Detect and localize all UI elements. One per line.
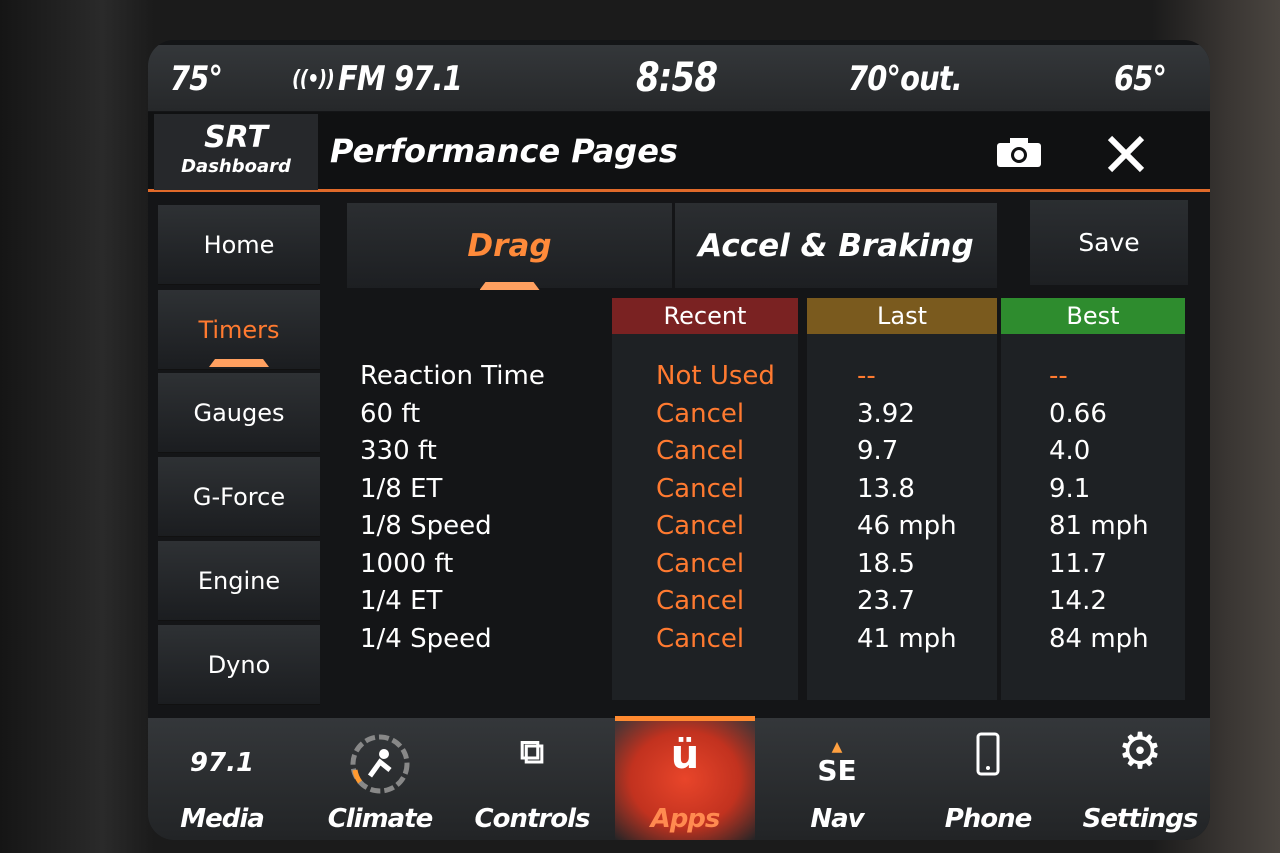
app-header: SRT Dashboard Performance Pages [148, 112, 1210, 192]
controls-icon: ⧉ [519, 732, 545, 772]
row-last: 3.92 [857, 398, 915, 429]
recent-header: Recent [612, 298, 798, 334]
row-label: 1/4 Speed [360, 623, 492, 654]
apps-icon: ü [670, 732, 700, 778]
row-last: 13.8 [857, 473, 915, 504]
media-station: 97.1 [189, 748, 255, 778]
row-recent: Cancel [656, 548, 745, 579]
active-indicator [615, 716, 755, 721]
sidebar-item-home[interactable]: Home [158, 205, 320, 285]
nav-label: Nav [810, 804, 864, 834]
row-last: 18.5 [857, 548, 915, 579]
nav-label: Settings [1082, 804, 1199, 834]
srt-dashboard-logo: SRT Dashboard [154, 114, 318, 190]
row-recent: Cancel [656, 623, 745, 654]
nav-settings[interactable]: ⚙ Settings [1070, 718, 1210, 840]
gear-icon: ⚙ [1117, 722, 1163, 780]
sidebar-item-dyno[interactable]: Dyno [158, 625, 320, 705]
active-indicator [209, 359, 269, 367]
compass-heading: SE [817, 754, 857, 787]
row-label: 60 ft [360, 398, 421, 429]
sidebar-item-gauges[interactable]: Gauges [158, 373, 320, 453]
last-header: Last [807, 298, 997, 334]
interior-temp-right: 65° [1114, 59, 1167, 99]
row-recent: Cancel [656, 436, 745, 466]
infotainment-screen: 75° ((•)) FM 97.1 8:58 70°out. 65° SRT D… [148, 40, 1210, 840]
nav-label: Phone [944, 804, 1033, 834]
best-header: Best [1001, 298, 1185, 334]
interior-temp-left: 75° [170, 59, 223, 99]
tab-label: Accel & Braking [698, 227, 974, 264]
recent-column [612, 334, 798, 700]
save-label: Save [1078, 228, 1140, 257]
row-last: 23.7 [857, 586, 915, 616]
row-best: 0.66 [1049, 398, 1107, 429]
clock: 8:58 [636, 55, 718, 101]
row-best: -- [1049, 361, 1068, 391]
row-last: 46 mph [857, 511, 957, 541]
row-best: 11.7 [1049, 548, 1107, 579]
sidebar-item-g-force[interactable]: G-Force [158, 457, 320, 537]
tab-drag[interactable]: Drag [347, 203, 672, 290]
row-label: 1000 ft [360, 548, 454, 579]
sidebar-label: Gauges [193, 398, 285, 427]
tab-accel-braking[interactable]: Accel & Braking [675, 203, 997, 288]
bottom-nav: 97.1 Media Climate ⧉ Controls ü Apps ▲ SE Nav… [148, 716, 1210, 840]
row-recent: Cancel [656, 511, 745, 541]
sidebar-label: Timers [198, 315, 280, 344]
row-best: 9.1 [1049, 473, 1091, 504]
outside-temp: 70°out. [848, 59, 963, 99]
row-last: 41 mph [857, 623, 957, 654]
row-last: 9.7 [857, 436, 899, 466]
row-label: Reaction Time [360, 361, 545, 391]
nav-label: Media [180, 804, 265, 834]
status-bar: 75° ((•)) FM 97.1 8:58 70°out. 65° [148, 45, 1210, 111]
row-best: 4.0 [1049, 436, 1091, 466]
nav-label: Apps [650, 804, 721, 834]
sidebar-item-timers[interactable]: Timers [158, 290, 320, 370]
radio-station[interactable]: FM 97.1 [338, 59, 463, 99]
sidebar-label: Home [203, 230, 275, 259]
row-best: 84 mph [1049, 623, 1149, 654]
row-label: 1/8 ET [360, 473, 443, 504]
camera-icon[interactable] [996, 136, 1042, 168]
sidebar-item-engine[interactable]: Engine [158, 541, 320, 621]
last-column [807, 334, 997, 700]
climate-icon [310, 732, 450, 805]
compass-arrow-icon: ▲ [831, 739, 843, 755]
radio-signal-icon: ((•)) [292, 67, 335, 92]
phone-icon [918, 732, 1058, 785]
sidebar-label: Engine [197, 566, 281, 595]
row-last: -- [857, 361, 876, 391]
best-column [1001, 334, 1185, 700]
nav-label: Climate [327, 804, 434, 834]
nav-nav[interactable]: ▲ SE Nav [767, 718, 907, 840]
logo-dashboard: Dashboard [181, 156, 291, 177]
active-indicator [479, 282, 540, 290]
row-best: 14.2 [1049, 586, 1107, 616]
row-recent: Cancel [656, 398, 745, 429]
row-recent: Not Used [656, 361, 775, 391]
nav-apps[interactable]: ü Apps [615, 716, 755, 840]
nav-controls[interactable]: ⧉ Controls [462, 718, 602, 840]
row-label: 1/8 Speed [360, 511, 492, 541]
row-label: 1/4 ET [360, 586, 443, 616]
compass-icon: ▲ SE [767, 740, 907, 787]
nav-media[interactable]: 97.1 Media [152, 718, 292, 840]
logo-srt: SRT [204, 120, 268, 155]
row-recent: Cancel [656, 473, 745, 504]
row-best: 81 mph [1049, 511, 1149, 541]
tab-label: Drag [467, 227, 552, 264]
sidebar-label: G-Force [192, 482, 286, 511]
sidebar-label: Dyno [207, 650, 271, 679]
row-recent: Cancel [656, 586, 745, 616]
page-title: Performance Pages [330, 132, 678, 170]
close-icon[interactable] [1106, 134, 1146, 174]
nav-climate[interactable]: Climate [310, 718, 450, 840]
nav-label: Controls [474, 804, 591, 834]
nav-phone[interactable]: Phone [918, 718, 1058, 840]
row-label: 330 ft [360, 436, 437, 466]
save-button[interactable]: Save [1030, 200, 1188, 285]
